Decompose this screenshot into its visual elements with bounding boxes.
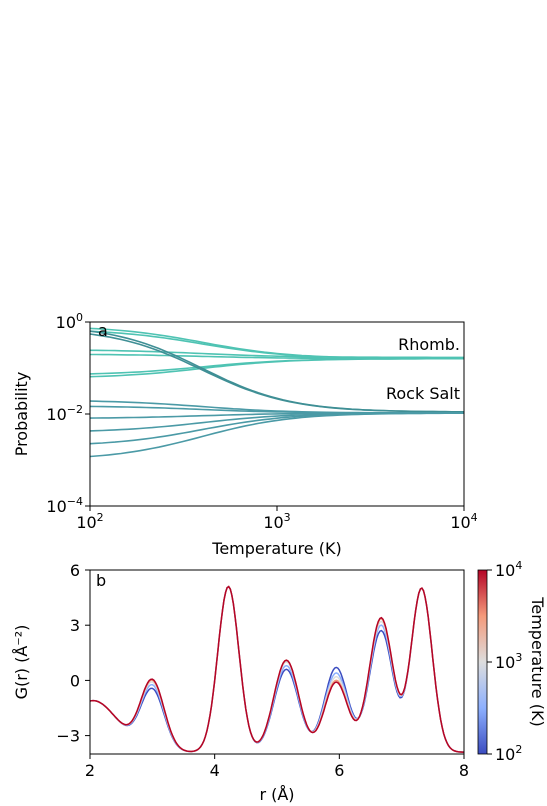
probability-series-4 bbox=[90, 353, 464, 360]
panel-a-label: a bbox=[98, 321, 108, 340]
probability-series-13 bbox=[90, 412, 464, 458]
annotation-rock-salt: Rock Salt bbox=[386, 384, 460, 403]
rdf-series-10000K bbox=[90, 585, 464, 753]
panel-b-frame bbox=[89, 569, 465, 755]
x-tick-label: 2 bbox=[85, 761, 95, 780]
panel-b-series bbox=[90, 585, 464, 753]
probability-series-5 bbox=[90, 349, 464, 359]
x-tick-label: 4 bbox=[210, 761, 220, 780]
colorbar-tick-label: 104 bbox=[495, 559, 522, 580]
x-tick-label: 104 bbox=[450, 511, 477, 532]
y-tick-label: 10−2 bbox=[46, 403, 83, 424]
panel-b: 2 4 6 8 6 3 0 −3 b r (Å) G(r) (Å⁻²) 104 103 102 T… bbox=[12, 559, 547, 804]
colorbar-tick-label: 102 bbox=[495, 743, 522, 764]
y-tick-label: 6 bbox=[70, 561, 80, 580]
x-tick-label: 102 bbox=[76, 511, 103, 532]
probability-series-7 bbox=[90, 333, 464, 413]
annotation-rhomb: Rhomb. bbox=[398, 335, 460, 354]
panel-a-ticks: 102 103 104 100 10−2 10−4 bbox=[46, 311, 477, 532]
colorbar-ticks: 104 103 102 bbox=[487, 559, 522, 764]
x-tick-label: 6 bbox=[334, 761, 344, 780]
panel-b-xlabel: r (Å) bbox=[259, 785, 294, 804]
probability-series-3 bbox=[90, 357, 464, 378]
colorbar-tick-label: 103 bbox=[495, 651, 522, 672]
panel-a-xlabel: Temperature (K) bbox=[211, 539, 341, 558]
panel-a-ylabel: Probability bbox=[12, 372, 31, 457]
colorbar bbox=[477, 569, 488, 755]
colorbar-label: Temperature (K) bbox=[528, 596, 547, 726]
x-tick-label: 8 bbox=[459, 761, 469, 780]
probability-series-11 bbox=[90, 412, 464, 432]
y-tick-label: 3 bbox=[70, 616, 80, 635]
y-tick-label: 10−4 bbox=[46, 495, 83, 516]
panel-b-ylabel: G(r) (Å⁻²) bbox=[12, 625, 31, 700]
panel-b-label: b bbox=[96, 571, 106, 590]
panel-a-series bbox=[90, 327, 464, 458]
x-tick-label: 103 bbox=[263, 511, 290, 532]
y-tick-label: 100 bbox=[56, 311, 83, 332]
y-tick-label: 0 bbox=[70, 671, 80, 690]
panel-b-ticks: 2 4 6 8 6 3 0 −3 bbox=[56, 561, 469, 780]
y-tick-label: −3 bbox=[56, 727, 80, 746]
